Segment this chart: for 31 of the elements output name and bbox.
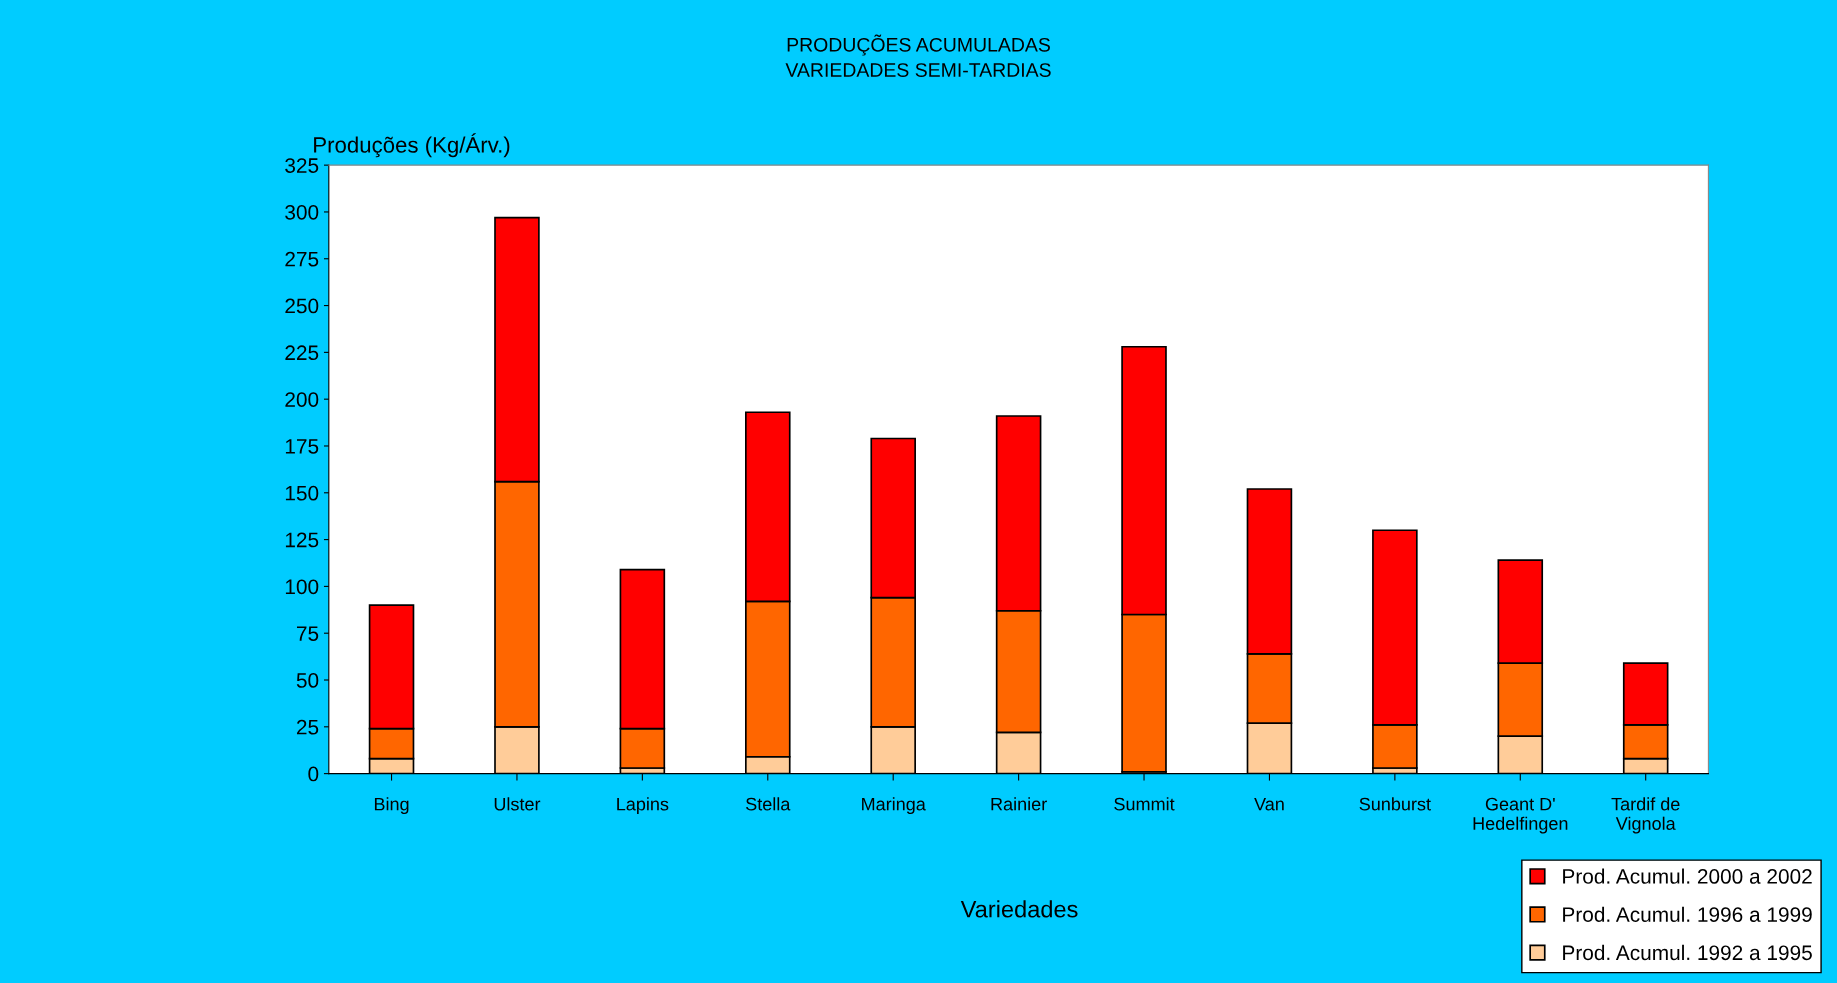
y-tick-label: 225 (285, 345, 319, 361)
x-tick-label: Van (1254, 797, 1284, 811)
x-tick-label: Stella (746, 797, 791, 811)
x-tick-label: Sunburst (1359, 797, 1431, 811)
x-tick-label: Tardif de Vignola (1611, 797, 1680, 834)
x-tick-label: Bing (374, 797, 409, 815)
y-tick-label: 200 (285, 392, 319, 407)
y-tick-label: 150 (285, 485, 319, 501)
y-tick-label: 125 (285, 532, 319, 548)
y-tick-label: 0 (308, 766, 319, 782)
y-tick-label: 250 (285, 298, 319, 314)
x-tick-label: Lapins (617, 797, 669, 815)
legend-label: Prod. Acumul. 1992 a 1995 (1563, 944, 1812, 961)
x-tick-label: Geant D' Hedelfingen (1473, 797, 1568, 834)
y-tick-label: 175 (285, 439, 319, 454)
y-tick-label: 300 (285, 204, 319, 220)
legend-label: Prod. Acumul. 2000 a 2002 (1563, 868, 1812, 884)
y-tick-label: 100 (285, 579, 319, 595)
x-tick-label: Maringa (862, 797, 926, 815)
y-tick-label: 325 (285, 158, 319, 173)
x-tick-label: Ulster (494, 797, 541, 811)
y-tick-label: 25 (296, 719, 319, 735)
x-tick-label: Rainier (991, 797, 1047, 811)
x-axis-title: Variedades (960, 900, 1078, 918)
chart-title: PRODUÇÕES ACUMULADAS VARIEDADES SEMI-TARDIAS (785, 34, 1051, 77)
y-tick-label: 50 (296, 673, 319, 688)
y-tick-label: 75 (297, 626, 319, 641)
y-axis-title: Produções (Kg/Árv.) (314, 133, 510, 158)
y-tick-label: 275 (285, 251, 319, 267)
x-tick-label: Summit (1114, 797, 1175, 811)
legend-label: Prod. Acumul. 1996 a 1999 (1563, 906, 1812, 922)
